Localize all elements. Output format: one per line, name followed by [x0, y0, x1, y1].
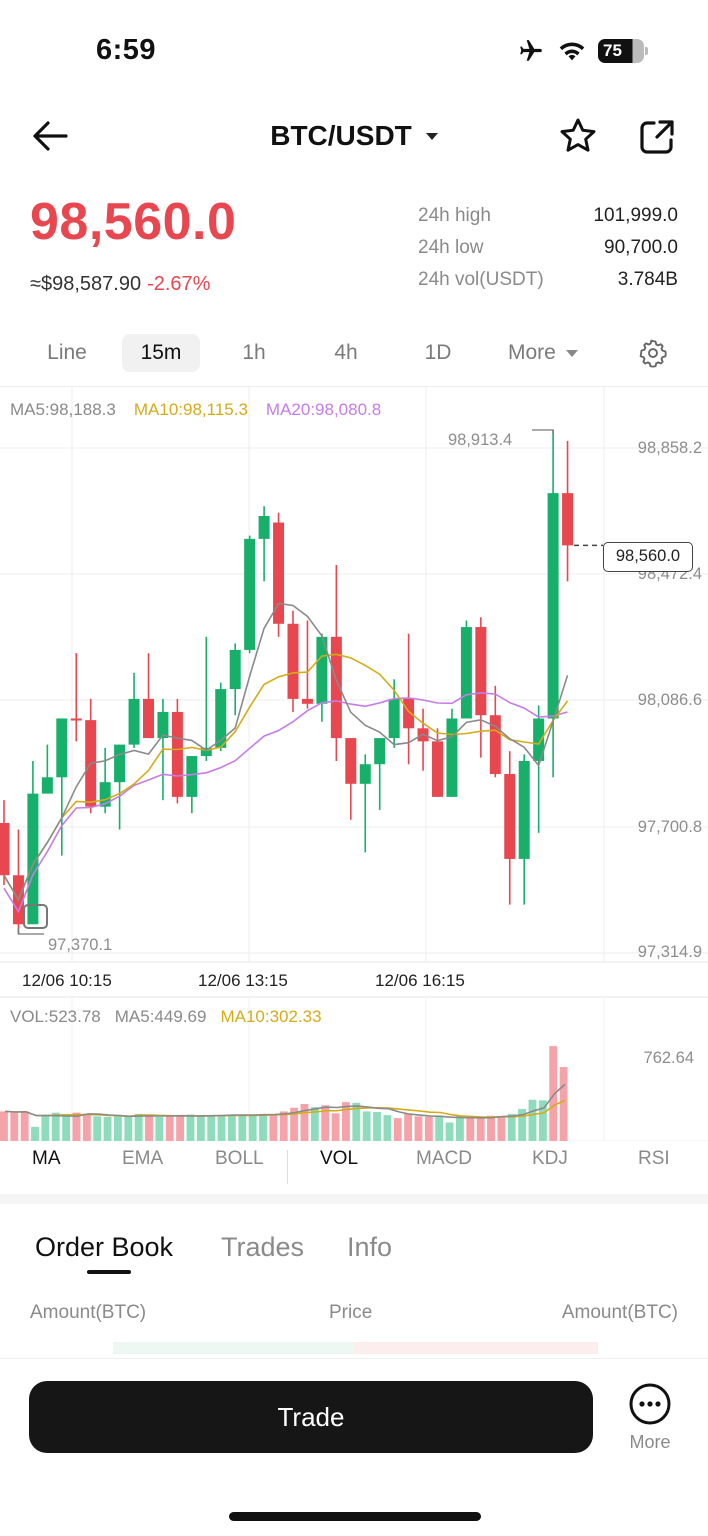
indicator-vol[interactable]: VOL — [320, 1148, 359, 1169]
tab-4h[interactable]: 4h — [334, 341, 358, 364]
section-divider — [0, 1194, 708, 1204]
pair-selector[interactable]: BTC/USDT — [0, 120, 708, 152]
ask-depth-bar — [354, 1342, 598, 1354]
ma10-value: MA10:98,115.3 — [133, 400, 248, 419]
vol-value: VOL:523.78 — [10, 1007, 101, 1026]
indicator-divider — [287, 1150, 288, 1184]
status-time: 6:59 — [96, 34, 157, 66]
divider — [0, 1358, 708, 1359]
bid-depth-bar — [113, 1342, 354, 1354]
high-marker-label: 98,913.4 — [448, 431, 513, 449]
nav-bar: BTC/USDT — [0, 106, 708, 166]
timeframe-bar: Line 15m 1h 4h 1D More — [0, 334, 708, 374]
indicator-macd[interactable]: MACD — [416, 1148, 472, 1169]
tab-1h[interactable]: 1h — [242, 341, 266, 364]
stat-value: 101,999.0 — [593, 205, 678, 226]
stat-value: 3.784B — [617, 269, 678, 290]
volume-legend: VOL:523.78 MA5:449.69 MA10:302.33 — [10, 1007, 322, 1027]
last-price: 98,560.0 — [30, 193, 237, 251]
ma-legend: MA5:98,188.3 MA10:98,115.3 MA20:98,080.8 — [10, 400, 381, 420]
stats-24h: 24h high 101,999.0 24h low 90,700.0 24h vo… — [418, 200, 678, 296]
tab-1d[interactable]: 1D — [424, 341, 452, 364]
last-price-tag: 98,560.0 — [603, 542, 693, 572]
y-axis-label: 97,314.9 — [637, 943, 702, 961]
x-axis-label: 12/06 10:15 — [22, 971, 112, 990]
more-dots-icon — [629, 1383, 671, 1425]
vol-ma10-value: MA10:302.33 — [220, 1007, 322, 1026]
low-marker-label: 97,370.1 — [48, 936, 113, 954]
ask-amount-header: Amount(BTC) — [561, 1302, 678, 1323]
star-icon[interactable] — [558, 116, 598, 156]
trade-button[interactable]: Trade — [29, 1381, 593, 1453]
y-axis-label: 98,858.2 — [637, 439, 702, 457]
ma5-value: MA5:98,188.3 — [10, 400, 116, 419]
share-icon[interactable] — [638, 118, 676, 156]
indicator-ma[interactable]: MA — [32, 1148, 61, 1169]
chevron-down-icon — [425, 132, 438, 140]
tab-15m[interactable]: 15m — [122, 334, 200, 372]
x-axis-label: 12/06 16:15 — [375, 971, 465, 990]
more-button[interactable]: More — [622, 1382, 678, 1454]
active-tab-indicator — [87, 1270, 131, 1274]
timeframe-more-button[interactable]: More — [508, 334, 590, 372]
candlestick-plot[interactable] — [0, 387, 708, 1141]
battery-icon: 75 — [598, 39, 648, 63]
gear-icon[interactable] — [638, 338, 668, 368]
indicator-boll[interactable]: BOLL — [215, 1148, 264, 1169]
stat-label: 24h low — [418, 237, 484, 258]
tab-order-book[interactable]: Order Book — [35, 1232, 174, 1262]
price-header: Price — [329, 1302, 373, 1323]
battery-level: 75 — [598, 39, 644, 63]
kline-chart[interactable]: MA5:98,188.3 MA10:98,115.3 MA20:98,080.8… — [0, 386, 708, 1141]
y-axis-label: 97,700.8 — [637, 818, 702, 836]
wifi-icon — [559, 42, 585, 61]
pair-title: BTC/USDT — [270, 120, 412, 151]
home-indicator — [229, 1512, 481, 1521]
market-tabs: Order Book Trades Info — [0, 1232, 708, 1282]
stat-24h-low: 24h low 90,700.0 — [418, 232, 678, 264]
arrow-left-icon[interactable] — [30, 118, 70, 154]
x-axis-label: 12/06 13:15 — [198, 971, 288, 990]
price-sub: ≈$98,587.90 -2.67% — [30, 273, 210, 296]
stat-24h-high: 24h high 101,999.0 — [418, 200, 678, 232]
status-icons: 75 — [516, 38, 648, 64]
tab-trades[interactable]: Trades — [221, 1232, 305, 1262]
y-axis-label: 98,086.6 — [637, 691, 702, 709]
tab-line[interactable]: Line — [47, 341, 87, 364]
chevron-down-icon — [565, 349, 578, 357]
change-percent: -2.67% — [147, 273, 211, 295]
more-label: More — [629, 1432, 671, 1452]
more-label: More — [508, 341, 556, 364]
stat-24h-vol: 24h vol(USDT) 3.784B — [418, 264, 678, 296]
usd-equivalent: ≈$98,587.90 — [30, 273, 142, 295]
stat-label: 24h high — [418, 205, 491, 226]
tab-info[interactable]: Info — [347, 1232, 393, 1262]
airplane-icon — [520, 40, 542, 61]
bid-amount-header: Amount(BTC) — [30, 1302, 147, 1323]
indicator-bar: MA EMA BOLL VOL MACD KDJ RSI — [0, 1148, 708, 1188]
volume-max-label: 762.64 — [643, 1049, 694, 1067]
indicator-rsi[interactable]: RSI — [638, 1148, 670, 1169]
indicator-kdj[interactable]: KDJ — [532, 1148, 568, 1169]
stat-value: 90,700.0 — [604, 237, 678, 258]
ma20-value: MA20:98,080.8 — [265, 400, 382, 419]
vol-ma5-value: MA5:449.69 — [114, 1007, 207, 1026]
status-bar: 6:59 75 — [0, 0, 708, 100]
indicator-ema[interactable]: EMA — [122, 1148, 164, 1169]
stat-label: 24h vol(USDT) — [418, 269, 544, 290]
